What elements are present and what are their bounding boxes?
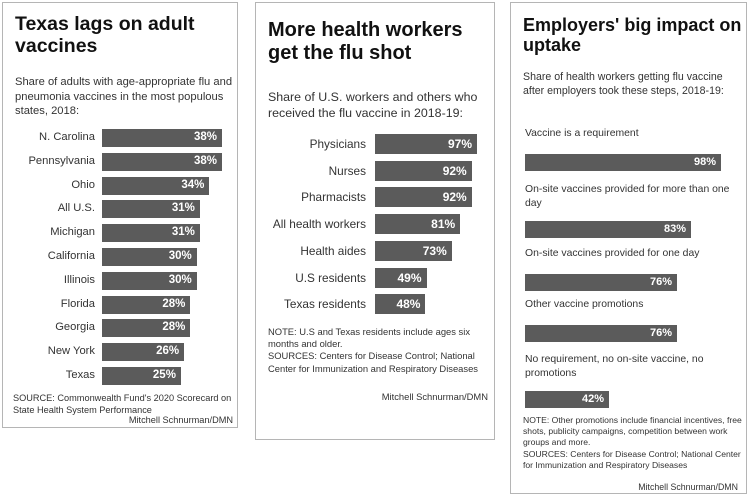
chart-source: SOURCES: Centers for Disease Control; Na… xyxy=(268,350,478,374)
data-label: 73% xyxy=(422,243,447,258)
bar: 83% xyxy=(525,221,691,238)
chart-note-source: NOTE: Other promotions include financial… xyxy=(523,415,743,471)
data-label: 98% xyxy=(693,156,716,168)
chart-title: More health workers get the flu shot xyxy=(268,19,463,64)
data-label: 30% xyxy=(168,250,192,262)
data-label: 31% xyxy=(171,226,195,239)
category-label: On-site vaccines provided for more than … xyxy=(525,184,730,209)
category-label: New York xyxy=(47,345,95,358)
bar: 28% xyxy=(102,295,191,314)
bar: 92% xyxy=(375,160,472,181)
data-label: 97% xyxy=(447,137,472,151)
category-label: All U.S. xyxy=(57,202,95,215)
bar: 98% xyxy=(525,154,721,171)
bar: 76% xyxy=(525,325,677,342)
category-label: Health aides xyxy=(300,243,366,258)
chart-note: NOTE: U.S and Texas residents include ag… xyxy=(268,326,471,350)
category-label: U.S residents xyxy=(295,270,366,285)
chart-panel-adult-vaccines: Texas lags on adult vaccines Share of ad… xyxy=(2,2,238,428)
chart-source: SOURCES: Centers for Disease Control; Na… xyxy=(523,448,741,470)
chart-note-source: NOTE: U.S and Texas residents include ag… xyxy=(268,326,494,375)
bar: 38% xyxy=(102,152,222,171)
bar: 38% xyxy=(102,129,222,147)
bar: 92% xyxy=(375,187,472,208)
chart-title: Employers' big impact on uptake xyxy=(523,15,742,56)
bar: 76% xyxy=(525,274,677,291)
bar: 26% xyxy=(102,343,185,362)
chart-subtitle: Share of health workers getting flu vacc… xyxy=(523,71,724,97)
category-label: Nurses xyxy=(328,163,366,178)
data-label: 34% xyxy=(181,178,205,191)
bar: 34% xyxy=(102,176,210,195)
data-label: 92% xyxy=(442,163,467,178)
chart-source: SOURCE: Commonwealth Fund's 2020 Scoreca… xyxy=(13,393,232,415)
data-label: 38% xyxy=(193,154,217,167)
bar: 31% xyxy=(102,200,200,219)
category-label: Michigan xyxy=(50,226,95,239)
category-label: Pharmacists xyxy=(301,190,366,205)
chart-panel-health-workers: More health workers get the flu shot Sha… xyxy=(255,2,495,440)
category-label: Florida xyxy=(60,297,95,310)
category-label: Other vaccine promotions xyxy=(525,299,644,310)
category-label: Texas residents xyxy=(284,297,366,312)
bar: 30% xyxy=(102,248,197,266)
bar: 28% xyxy=(102,319,191,338)
bar: 81% xyxy=(375,214,461,235)
data-label: 25% xyxy=(152,369,176,381)
category-label: Illinois xyxy=(63,273,95,286)
chart-subtitle: Share of adults with age-appropriate flu… xyxy=(15,76,233,118)
chart-subtitle: Share of U.S. workers and others who rec… xyxy=(268,90,478,121)
data-label: 28% xyxy=(162,321,186,334)
data-label: 30% xyxy=(168,273,192,286)
data-label: 76% xyxy=(649,276,672,288)
chart-title: Texas lags on adult vaccines xyxy=(15,13,195,58)
data-label: 48% xyxy=(396,297,421,312)
category-label: California xyxy=(47,250,95,262)
bar: 42% xyxy=(525,391,609,408)
category-label: On-site vaccines provided for one day xyxy=(525,248,700,259)
bar: 31% xyxy=(102,224,200,243)
category-label: Texas xyxy=(65,369,95,381)
data-label: 83% xyxy=(663,223,686,235)
category-label: No requirement, no on-site vaccine, no p… xyxy=(525,354,704,379)
data-label: 31% xyxy=(171,202,195,215)
data-label: 81% xyxy=(431,217,456,232)
bar: 73% xyxy=(375,240,452,261)
bar: 25% xyxy=(102,367,181,385)
category-label: Vaccine is a requirement xyxy=(525,128,639,139)
category-label: N. Carolina xyxy=(39,131,95,143)
bar: 48% xyxy=(375,294,426,315)
data-label: 42% xyxy=(581,393,604,405)
category-label: Ohio xyxy=(71,178,95,191)
data-label: 92% xyxy=(442,190,467,205)
data-label: 26% xyxy=(156,345,180,358)
bar: 97% xyxy=(375,134,477,154)
category-label: Physicians xyxy=(309,137,366,151)
category-label: Georgia xyxy=(55,321,95,334)
bar: 49% xyxy=(375,267,427,288)
chart-panel-employer-impact: Employers' big impact on uptake Share of… xyxy=(510,2,747,494)
data-label: 76% xyxy=(649,327,672,339)
category-label: Pennsylvania xyxy=(28,154,95,167)
data-label: 38% xyxy=(193,131,217,143)
data-label: 49% xyxy=(397,270,422,285)
bar: 30% xyxy=(102,271,197,290)
chart-credit: Mitchell Schnurman/DMN xyxy=(128,415,233,425)
chart-credit: Mitchell Schnurman/DMN xyxy=(638,482,738,492)
chart-note: NOTE: Other promotions include financial… xyxy=(523,415,742,448)
data-label: 28% xyxy=(162,297,186,310)
category-label: All health workers xyxy=(272,217,366,232)
chart-credit: Mitchell Schnurman/DMN xyxy=(381,391,488,402)
